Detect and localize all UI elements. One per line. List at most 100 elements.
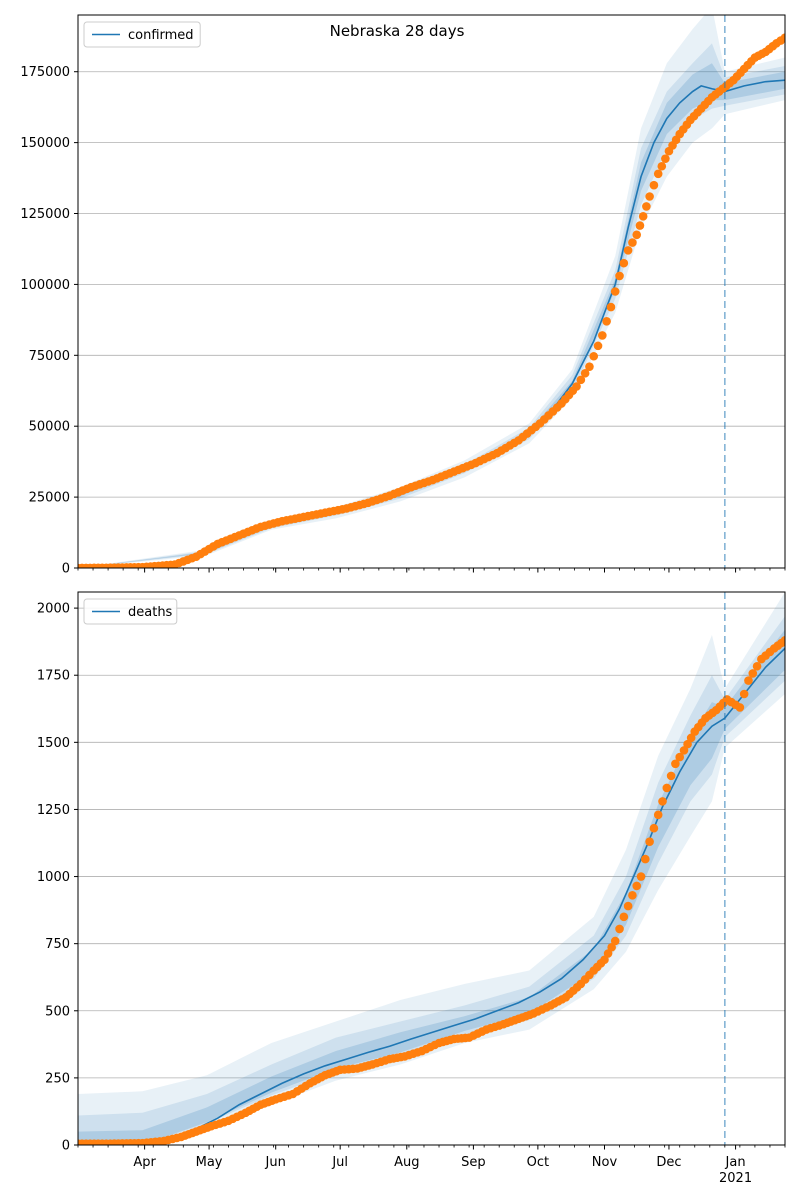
x-tick-label: Aug <box>394 1155 419 1170</box>
observed-point <box>607 942 616 952</box>
y-tick-label: 75000 <box>29 349 70 364</box>
legend-label: deaths <box>128 605 173 620</box>
observed-point <box>752 661 762 671</box>
observed-point <box>645 192 654 201</box>
legend-label: confirmed <box>128 28 194 43</box>
observed-point <box>658 797 667 806</box>
confidence-band-outer <box>78 592 785 1145</box>
observed-point <box>657 161 667 171</box>
confidence-band-outer <box>78 15 785 568</box>
y-tick-label: 1750 <box>37 669 70 684</box>
observed-point <box>642 202 651 211</box>
confidence-band-inner <box>78 629 785 1145</box>
x-tick-label: Oct <box>527 1155 549 1170</box>
y-tick-label: 1250 <box>37 803 70 818</box>
observed-point <box>598 331 607 340</box>
y-tick-label: 1500 <box>37 736 70 751</box>
x-tick-label: Sep <box>461 1155 486 1170</box>
deaths-panel: 0 250 500 750 1000 1250 1500 1750 2000 Apr May Jun J… <box>37 591 786 1186</box>
plot-area <box>78 15 785 568</box>
observed-point <box>619 912 629 922</box>
legend-box <box>83 598 178 625</box>
observed-point <box>744 676 753 685</box>
observed-point <box>653 810 663 820</box>
observed-point <box>653 169 663 179</box>
observed-point <box>580 368 590 378</box>
observed-point <box>780 636 785 645</box>
y-tick-label: 500 <box>45 1004 70 1019</box>
observed-point <box>589 351 599 361</box>
observed-point <box>632 881 642 891</box>
observed-point <box>603 949 613 958</box>
observed-point <box>615 271 624 281</box>
figure-title: Nebraska 28 days <box>330 22 465 40</box>
y-tick-label: 250 <box>45 1071 70 1086</box>
confidence-band-middle <box>78 616 785 1145</box>
observed-point <box>576 375 586 385</box>
observed-point <box>780 33 785 42</box>
observed-point <box>739 689 749 699</box>
y-tick-label: 0 <box>62 1139 70 1154</box>
observed-point <box>683 739 692 749</box>
x-tick-label: Jul <box>331 1155 348 1170</box>
x-tick-label: Jan <box>725 1155 746 1170</box>
observed-point <box>632 230 642 240</box>
y-tick-label: 750 <box>45 937 70 952</box>
observed-point <box>593 341 603 351</box>
observed-point <box>615 924 624 934</box>
observed-point <box>748 669 758 678</box>
observed-point <box>661 154 670 163</box>
observed-point <box>610 936 620 946</box>
y-tick-label: 125000 <box>20 207 70 222</box>
y-tick-label: 1000 <box>37 870 70 885</box>
fit-line-deaths <box>78 647 785 1145</box>
observed-point <box>628 238 637 247</box>
observed-point <box>585 362 594 371</box>
observed-point <box>666 771 676 781</box>
observed-point <box>635 221 645 230</box>
observed-point <box>628 891 637 900</box>
observed-point <box>679 746 689 755</box>
observed-point <box>662 783 672 793</box>
observed-point <box>641 854 650 864</box>
legend-box <box>83 21 201 48</box>
x-tick-label: Nov <box>592 1155 618 1170</box>
observed-point <box>671 759 680 769</box>
observed-point <box>572 382 581 391</box>
y-tick-label: 175000 <box>20 65 70 80</box>
legend: confirmed <box>83 21 201 48</box>
observed-point <box>623 901 633 911</box>
y-tick-label: 0 <box>62 562 70 577</box>
observed-point <box>735 703 745 712</box>
observed-point <box>675 752 685 762</box>
observed-point <box>649 823 659 833</box>
observed-point <box>602 316 611 326</box>
observed-point <box>638 212 648 221</box>
x-tick-label: Jun <box>265 1155 286 1170</box>
x-tick-label: May <box>196 1155 223 1170</box>
x-tick-label: Dec <box>656 1155 681 1170</box>
legend: deaths <box>83 598 178 625</box>
observed-point <box>610 287 620 296</box>
plot-area <box>78 592 785 1145</box>
confirmed-panel: 0 25000 50000 75000 100000 125000 150000 175000… <box>20 14 786 577</box>
observed-point <box>619 258 629 268</box>
observed-point <box>606 302 616 312</box>
observed-point <box>636 872 646 881</box>
observed-point <box>645 837 654 846</box>
observed-point <box>686 733 696 743</box>
y-tick-label: 100000 <box>20 278 70 293</box>
x-tick-label: 2021 <box>719 1171 752 1186</box>
y-tick-label: 50000 <box>29 420 70 435</box>
y-tick-label: 25000 <box>29 491 70 506</box>
axes-frame <box>77 591 786 1146</box>
x-tick-label: Apr <box>133 1155 156 1170</box>
observed-point <box>623 246 633 255</box>
axes-frame <box>77 14 786 569</box>
observed-point <box>649 180 659 190</box>
y-tick-label: 2000 <box>37 602 70 617</box>
observed-point <box>600 955 609 965</box>
y-tick-label: 150000 <box>20 136 70 151</box>
